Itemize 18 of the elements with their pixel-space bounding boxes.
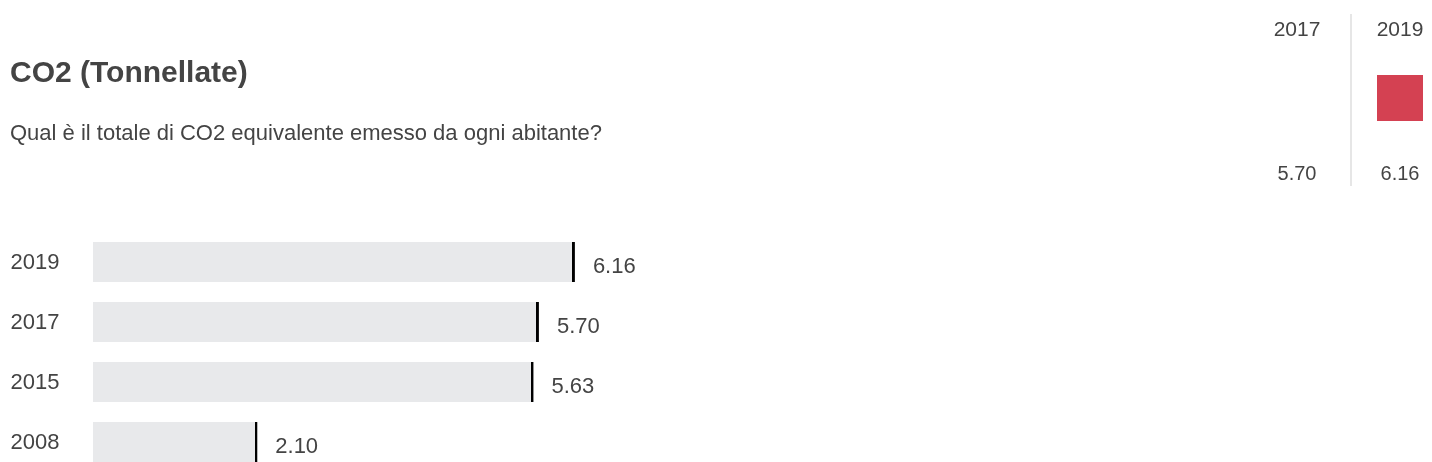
chart-subtitle: Qual è il totale di CO2 equivalente emesso da ogni abitante? [10,120,602,146]
y-tick-label: 2015 [10,369,60,394]
bar [93,362,534,402]
y-tick-label: 2017 [10,309,60,334]
bar [93,242,575,282]
category-label: 2019 [1376,17,1424,40]
data-label: 5.70 [1277,162,1317,184]
data-label: 5.70 [556,313,600,338]
category-label: 2017 [1273,17,1321,40]
chart-title: CO2 (Tonnellate) [10,55,248,89]
bar [93,422,258,462]
data-label: 5.63 [551,373,595,398]
data-label: 2.10 [275,433,319,458]
data-label: 6.16 [1380,162,1420,184]
y-tick-label: 2019 [10,249,60,274]
data-label: 6.16 [592,253,636,278]
bar [93,302,539,342]
y-tick-label: 2008 [10,429,60,454]
